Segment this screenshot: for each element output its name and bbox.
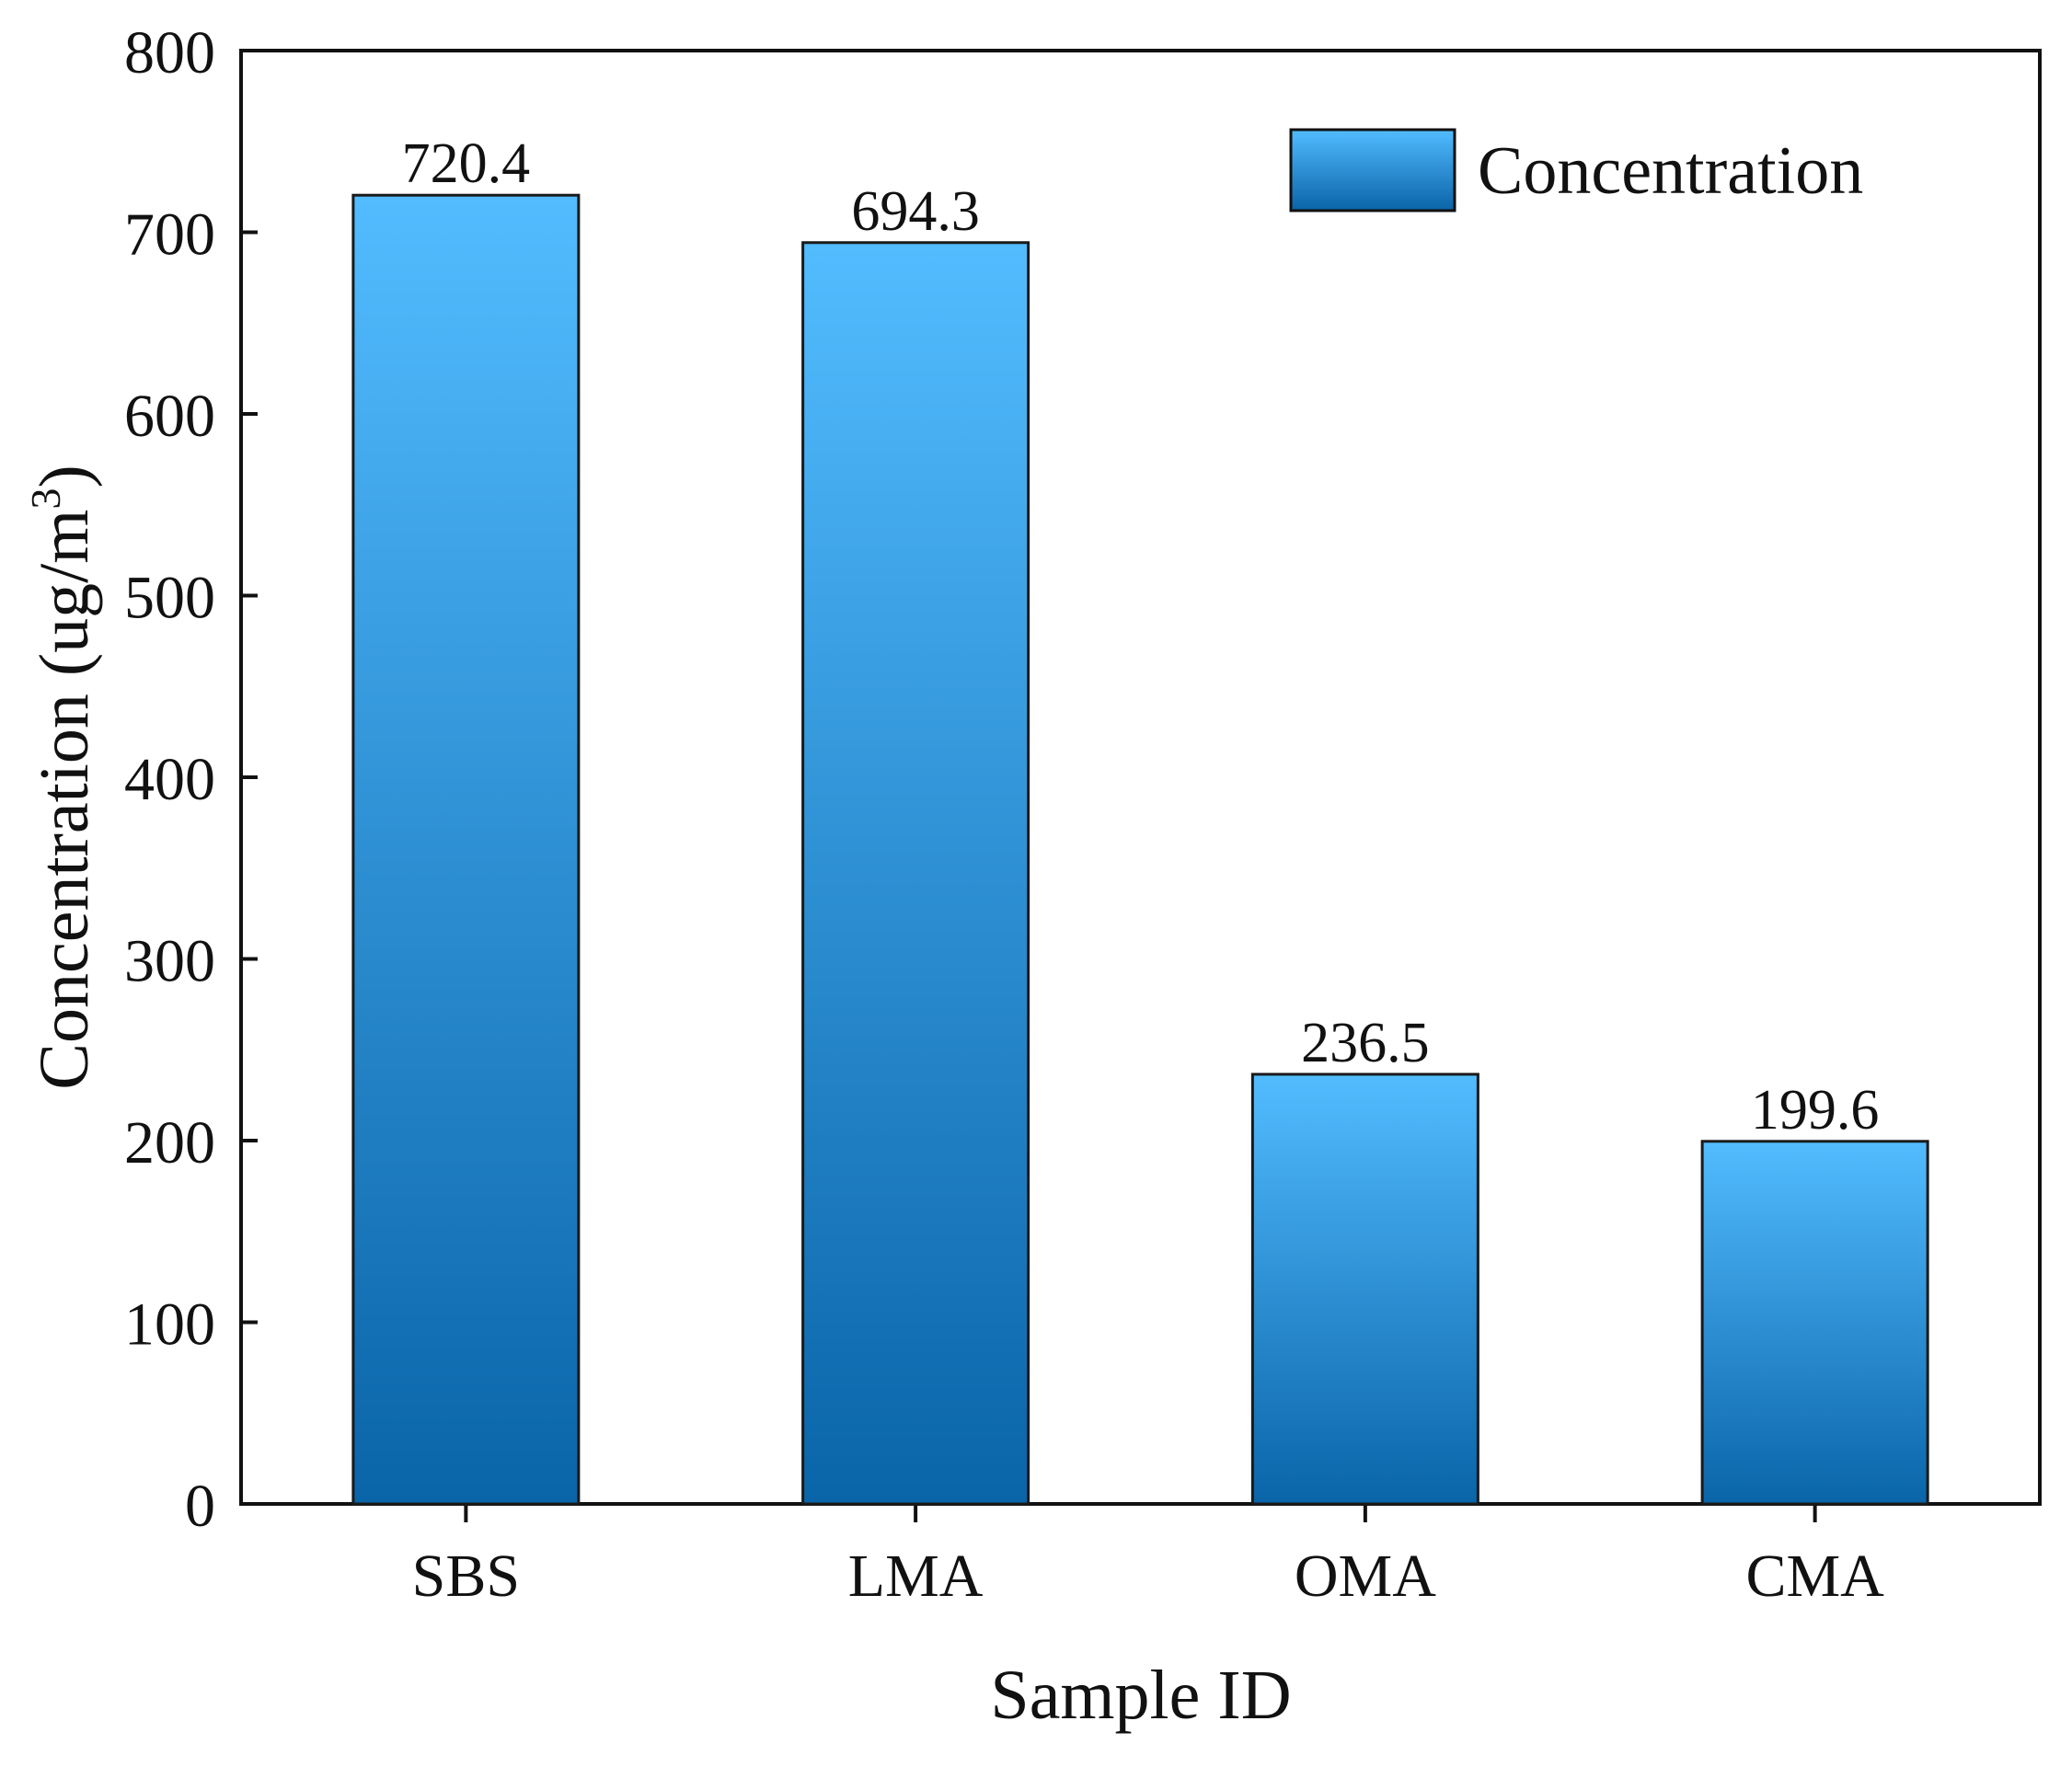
data-label-sbs: 720.4	[402, 132, 531, 195]
x-tick-label-cma: CMA	[1745, 1543, 1884, 1610]
y-axis-title-superscript: 3	[22, 488, 69, 510]
legend: Concentration	[1289, 128, 1863, 212]
x-axis-title: Sample ID	[990, 1657, 1291, 1734]
y-tick-label: 100	[124, 1291, 215, 1359]
legend-swatch	[1289, 128, 1456, 212]
y-axis-title-suffix: )	[26, 465, 103, 488]
y-axis-ticks: 0 100 200 300 400 500 600 700 800	[124, 19, 258, 1540]
y-axis-title-base: Concentration (ug/m	[26, 510, 103, 1090]
x-tick-label-oma: OMA	[1295, 1543, 1436, 1610]
bar-series-concentration	[351, 193, 1929, 1506]
y-tick-label: 0	[185, 1473, 215, 1540]
x-tick-label-sbs: SBS	[412, 1543, 520, 1610]
bar-oma	[1250, 1073, 1479, 1506]
y-tick-label: 500	[124, 565, 215, 632]
bar-cma	[1700, 1140, 1929, 1506]
y-tick-label: 200	[124, 1109, 215, 1176]
y-axis-title: Concentration (ug/m3)	[22, 465, 103, 1089]
y-tick-label: 700	[124, 201, 215, 269]
y-tick-label: 600	[124, 383, 215, 450]
y-tick-label: 800	[124, 19, 215, 86]
bar-sbs	[351, 193, 581, 1506]
data-label-cma: 199.6	[1751, 1079, 1880, 1142]
data-label-oma: 236.5	[1301, 1012, 1430, 1074]
y-tick-label: 400	[124, 746, 215, 813]
y-tick-label: 300	[124, 928, 215, 995]
bar-lma	[801, 241, 1030, 1506]
legend-label: Concentration	[1478, 133, 1863, 209]
bar-data-labels: 720.4 694.3 236.5 199.6	[402, 132, 1880, 1142]
x-axis-ticks: SBS LMA OMA CMA	[412, 1504, 1884, 1610]
x-tick-label-lma: LMA	[848, 1543, 984, 1610]
data-label-lma: 694.3	[851, 180, 980, 243]
